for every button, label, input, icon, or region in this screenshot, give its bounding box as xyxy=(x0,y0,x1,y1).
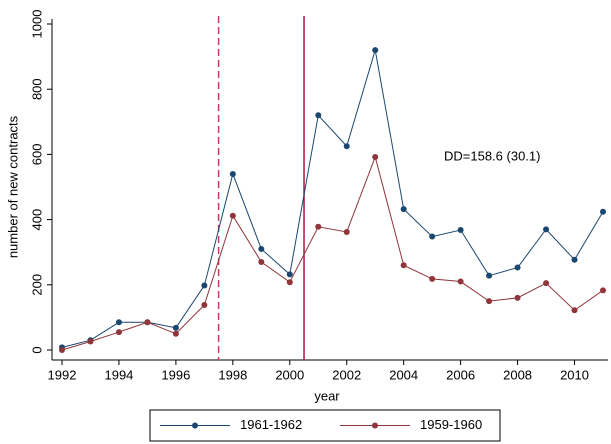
y-tick-label: 800 xyxy=(29,78,44,100)
data-point xyxy=(600,208,606,215)
x-tick-label: 2006 xyxy=(446,367,475,382)
x-tick-label: 1996 xyxy=(161,367,190,382)
data-point xyxy=(286,271,293,278)
data-point xyxy=(400,206,407,213)
data-point xyxy=(286,279,293,286)
data-point xyxy=(115,329,122,336)
y-tick-label: 200 xyxy=(29,274,44,296)
x-tick-label: 2002 xyxy=(332,367,361,382)
y-tick-label: 0 xyxy=(29,346,44,353)
data-point xyxy=(315,223,322,230)
data-point xyxy=(229,212,236,219)
data-point xyxy=(543,226,550,233)
data-point xyxy=(571,307,578,314)
data-point xyxy=(258,245,265,252)
data-point xyxy=(87,338,94,345)
data-point xyxy=(201,282,208,289)
x-tick-label: 2000 xyxy=(275,367,304,382)
x-tick-label: 2004 xyxy=(389,367,418,382)
legend-label: 1959-1960 xyxy=(420,417,482,432)
x-tick-label: 1998 xyxy=(218,367,247,382)
data-point xyxy=(457,278,464,285)
data-point xyxy=(514,294,521,301)
y-tick-label: 400 xyxy=(29,209,44,231)
data-point xyxy=(486,272,493,279)
data-point xyxy=(514,264,521,271)
y-axis-label: number of new contracts xyxy=(5,115,20,258)
data-point xyxy=(372,154,379,161)
data-point xyxy=(400,262,407,269)
x-axis-label: year xyxy=(314,388,340,403)
data-point xyxy=(201,302,208,309)
data-point xyxy=(343,143,350,150)
data-point xyxy=(172,324,179,331)
data-point xyxy=(429,275,436,282)
legend-label: 1961-1962 xyxy=(240,417,302,432)
data-point xyxy=(144,319,151,326)
data-point xyxy=(486,298,493,305)
y-tick-label: 1000 xyxy=(29,10,44,39)
annotation: DD=158.6 (30.1) xyxy=(444,148,540,163)
series-line xyxy=(61,155,604,351)
data-point xyxy=(343,228,350,235)
data-point xyxy=(172,330,179,337)
y-tick-label: 600 xyxy=(29,144,44,166)
data-point xyxy=(571,256,578,263)
data-point xyxy=(457,227,464,234)
x-tick-label: 2008 xyxy=(503,367,532,382)
x-tick-label: 1994 xyxy=(104,367,133,382)
data-point xyxy=(543,280,550,287)
legend-marker xyxy=(192,422,198,429)
data-point xyxy=(429,233,436,240)
x-tick-label: 1992 xyxy=(48,367,77,382)
data-point xyxy=(372,47,379,54)
data-point xyxy=(315,112,322,119)
series-line xyxy=(61,49,604,348)
data-point xyxy=(600,287,606,294)
legend-marker xyxy=(372,422,378,429)
data-point xyxy=(115,319,122,326)
data-point xyxy=(59,347,65,353)
x-tick-label: 2010 xyxy=(560,367,589,382)
data-point xyxy=(229,170,236,177)
data-point xyxy=(258,258,265,265)
